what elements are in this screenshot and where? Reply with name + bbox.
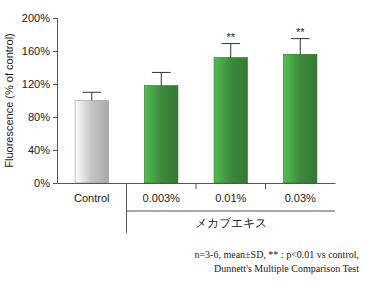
bar [214,58,247,183]
category-separators [127,183,266,189]
y-tick-mark [53,150,57,151]
marks [75,39,317,183]
error-bar-cap [152,72,171,73]
separator [196,183,197,189]
x-tick: 0.003% [143,183,181,204]
y-tick-label: 120% [22,78,50,90]
significance: ** [226,31,235,43]
x-tick: Control [74,183,109,204]
y-tick-mark [53,117,57,118]
significance: ** [296,26,305,38]
error-bar-cap [291,38,310,39]
x-tick-label: 0.03% [285,192,316,204]
y-tick: 80% [28,111,57,123]
error-bar-stem [161,72,162,85]
bar [75,101,108,184]
group-label: メカブエキス [195,216,267,230]
bar [284,54,317,183]
group-line [127,211,336,212]
x-tick: 0.01% [215,183,246,204]
error-bar [221,44,240,58]
y-tick: 120% [22,78,57,90]
y-axis-line [53,19,58,184]
footnote: n=3-6, mean±SD, ** : p<0.01 vs control, [194,249,359,260]
footnote: Dunnett's Multiple Comparison Test [214,263,359,274]
plot: 0% 40% 80% 120% 160% 200% Control 0.003% 0.01% 0.… [22,12,336,233]
y-tick-label: 0% [34,177,50,189]
x-tick-label: 0.01% [215,192,246,204]
y-tick: 160% [22,45,57,57]
x-tick: 0.03% [285,183,316,204]
separator [265,183,266,189]
y-tick: 40% [28,144,57,156]
y-tick: 200% [22,12,57,24]
y-tick-label: 160% [22,45,50,57]
error-bar-stem [300,39,301,55]
error-bar-cap [221,43,240,44]
y-tick-mark [53,51,57,52]
x-tick-label: Control [74,192,109,204]
chart: 0% 40% 80% 120% 160% 200% Control 0.003% 0.01% 0.… [0,0,365,291]
y-tick-mark [53,18,57,19]
error-bar [82,92,101,100]
x-axis: Control 0.003% 0.01% 0.03% [58,183,336,204]
y-tick-label: 40% [28,144,50,156]
bar [145,86,178,183]
y-tick-label: 80% [28,111,50,123]
y-tick-label: 200% [22,12,50,24]
error-bar-stem [230,44,231,58]
y-tick: 0% [34,177,57,189]
error-bar [291,39,310,55]
x-tick-label: 0.003% [143,192,181,204]
y-axis-title: Fluorescence (% of control) [3,33,15,168]
y-tick-mark [53,183,57,184]
error-bar-cap [82,92,101,93]
error-bar [152,72,171,85]
y-tick-mark [53,84,57,85]
y-axis: 0% 40% 80% 120% 160% 200% [22,12,58,189]
error-bar-stem [91,92,92,100]
group-divider [126,183,127,233]
